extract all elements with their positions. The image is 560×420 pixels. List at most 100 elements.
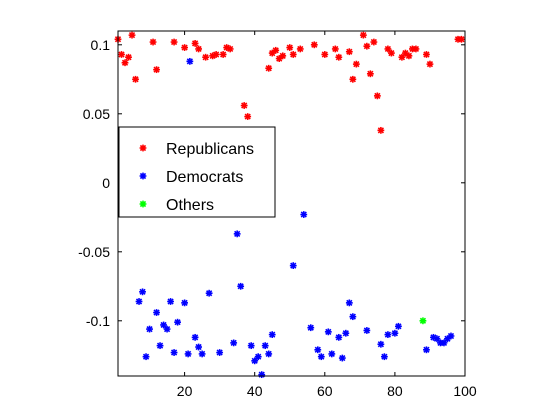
data-point — [233, 230, 241, 238]
data-point — [135, 298, 143, 305]
data-point — [321, 51, 329, 58]
legend-marker — [139, 172, 147, 180]
data-point — [349, 75, 357, 83]
y-tick-label: -0.1 — [86, 313, 110, 329]
data-point — [423, 346, 430, 354]
data-point — [279, 52, 287, 60]
data-point — [331, 45, 339, 53]
data-point — [338, 354, 346, 362]
x-tick-label: 100 — [453, 383, 477, 399]
data-point — [265, 350, 273, 358]
legend: Republicans Democrats Others — [118, 126, 276, 218]
data-point — [265, 64, 273, 72]
data-point — [167, 298, 174, 305]
data-point — [384, 331, 392, 338]
data-point — [458, 35, 465, 43]
data-point — [202, 53, 210, 61]
data-point — [412, 45, 420, 53]
x-tick-label: 80 — [387, 383, 403, 399]
data-point — [317, 353, 325, 361]
data-point — [275, 55, 283, 62]
data-point — [261, 342, 269, 350]
data-point — [377, 126, 385, 134]
data-point — [170, 38, 178, 46]
data-point — [363, 42, 371, 50]
data-point — [230, 339, 238, 347]
data-point — [195, 45, 203, 53]
data-point — [244, 113, 252, 120]
data-point — [195, 343, 203, 351]
data-point — [426, 60, 434, 68]
data-point — [191, 40, 199, 47]
data-point — [268, 331, 276, 338]
data-point — [314, 346, 322, 354]
data-point — [289, 262, 297, 269]
data-point — [391, 329, 399, 337]
data-point — [370, 38, 378, 46]
data-point — [289, 51, 297, 58]
data-point — [139, 288, 146, 296]
series-republicans — [114, 31, 465, 134]
data-point — [181, 44, 188, 51]
data-point — [191, 333, 199, 341]
axis-ticks: 20 40 60 80 100 0.1 0.05 0 -0.05 -0.1 — [78, 31, 477, 399]
data-point — [444, 335, 451, 343]
data-point — [387, 49, 395, 57]
data-point — [186, 57, 194, 65]
y-tick-label: 0 — [102, 175, 110, 191]
y-tick-label: 0.05 — [83, 106, 110, 122]
data-point — [310, 41, 318, 49]
legend-marker — [139, 200, 147, 208]
data-point — [153, 66, 160, 74]
data-point — [349, 313, 357, 321]
data-points — [114, 31, 465, 379]
data-point — [240, 102, 248, 109]
data-point — [170, 349, 178, 356]
series-democrats — [135, 57, 455, 379]
data-point — [247, 342, 255, 350]
x-tick-label: 20 — [177, 383, 193, 399]
data-point — [423, 51, 430, 58]
data-point — [447, 332, 455, 340]
plot-frame — [117, 30, 466, 377]
data-point — [184, 350, 192, 358]
data-point — [335, 333, 343, 341]
data-point — [118, 51, 125, 58]
data-point — [181, 299, 188, 307]
data-point — [272, 46, 280, 54]
data-point — [198, 350, 206, 358]
data-point — [307, 324, 315, 332]
y-tick-label: 0.1 — [91, 37, 111, 53]
data-point — [359, 31, 367, 39]
data-point — [433, 335, 441, 343]
legend-label: Others — [166, 197, 214, 214]
data-point — [335, 53, 343, 61]
legend-marker — [139, 144, 147, 152]
data-point — [328, 350, 336, 358]
data-point — [440, 339, 448, 347]
data-point — [205, 289, 213, 297]
data-point — [373, 92, 381, 100]
data-point — [237, 282, 245, 290]
data-point — [174, 318, 181, 326]
data-point — [258, 371, 266, 379]
data-point — [395, 322, 402, 330]
data-point — [142, 353, 150, 361]
data-point — [377, 340, 385, 348]
x-tick-label: 40 — [247, 383, 263, 399]
data-point — [363, 327, 371, 334]
legend-label: Democrats — [166, 169, 243, 186]
data-point — [226, 45, 234, 53]
data-point — [300, 211, 308, 218]
data-point — [153, 309, 160, 316]
data-point — [286, 44, 294, 51]
data-point — [254, 353, 262, 361]
data-point — [212, 51, 220, 58]
data-point — [296, 45, 304, 53]
data-point — [156, 342, 164, 350]
data-point — [125, 53, 132, 61]
data-point — [419, 317, 427, 325]
data-point — [121, 59, 129, 67]
data-point — [405, 52, 413, 60]
